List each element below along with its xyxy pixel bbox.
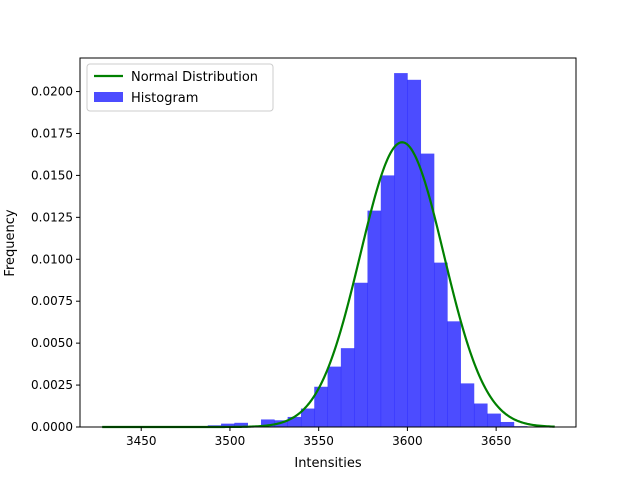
histogram-bar [367, 210, 382, 427]
x-tick-label: 3600 [392, 434, 423, 448]
legend-label-normal: Normal Distribution [131, 70, 258, 85]
histogram-bar [460, 383, 475, 427]
x-tick-label: 3450 [126, 434, 157, 448]
histogram-bar [221, 423, 235, 427]
histogram-bar [380, 175, 395, 427]
legend: Normal Distribution Histogram [86, 63, 274, 112]
y-tick-label: 0.0000 [31, 420, 73, 434]
plot-frame [79, 57, 577, 428]
histogram-bar [314, 386, 328, 427]
histogram-bar [500, 421, 515, 427]
histogram-bar [473, 403, 488, 427]
histogram-bar [447, 321, 461, 427]
y-tick-label: 0.0100 [31, 252, 73, 266]
histogram-bar [261, 419, 275, 427]
histogram-bar [487, 413, 501, 427]
y-axis-label: Frequency [3, 209, 18, 276]
legend-patch-swatch [94, 92, 123, 102]
y-tick-label: 0.0050 [31, 336, 73, 350]
x-tick-label: 3500 [215, 434, 246, 448]
y-tick-label: 0.0025 [31, 378, 73, 392]
histogram-bar [340, 348, 355, 427]
y-tick-label: 0.0175 [31, 126, 73, 140]
histogram-bar [420, 153, 435, 427]
x-tick-label: 3650 [481, 434, 512, 448]
legend-label-histogram: Histogram [131, 91, 198, 106]
x-tick-label: 3550 [303, 434, 334, 448]
x-axis-label: Intensities [294, 456, 361, 471]
histogram-bar [287, 416, 302, 427]
histogram-bar [354, 282, 368, 427]
y-tick-label: 0.0200 [31, 85, 73, 99]
x-axis-ticks: 3450 3500 3550 3600 3650 [126, 427, 511, 448]
histogram-bar [234, 422, 248, 427]
histogram-bars [194, 73, 528, 428]
histogram-bar [434, 262, 448, 427]
histogram-bar [394, 73, 408, 427]
histogram-bar [407, 79, 422, 428]
y-tick-label: 0.0125 [31, 210, 73, 224]
legend-box [86, 63, 274, 112]
y-tick-label: 0.0075 [31, 294, 73, 308]
histogram-bar [300, 408, 315, 427]
histogram-bar [327, 366, 342, 427]
y-axis-ticks: 0.0000 0.0025 0.0050 0.0075 0.0100 0.0125 0.01… [31, 85, 80, 434]
y-tick-label: 0.0150 [31, 168, 73, 182]
